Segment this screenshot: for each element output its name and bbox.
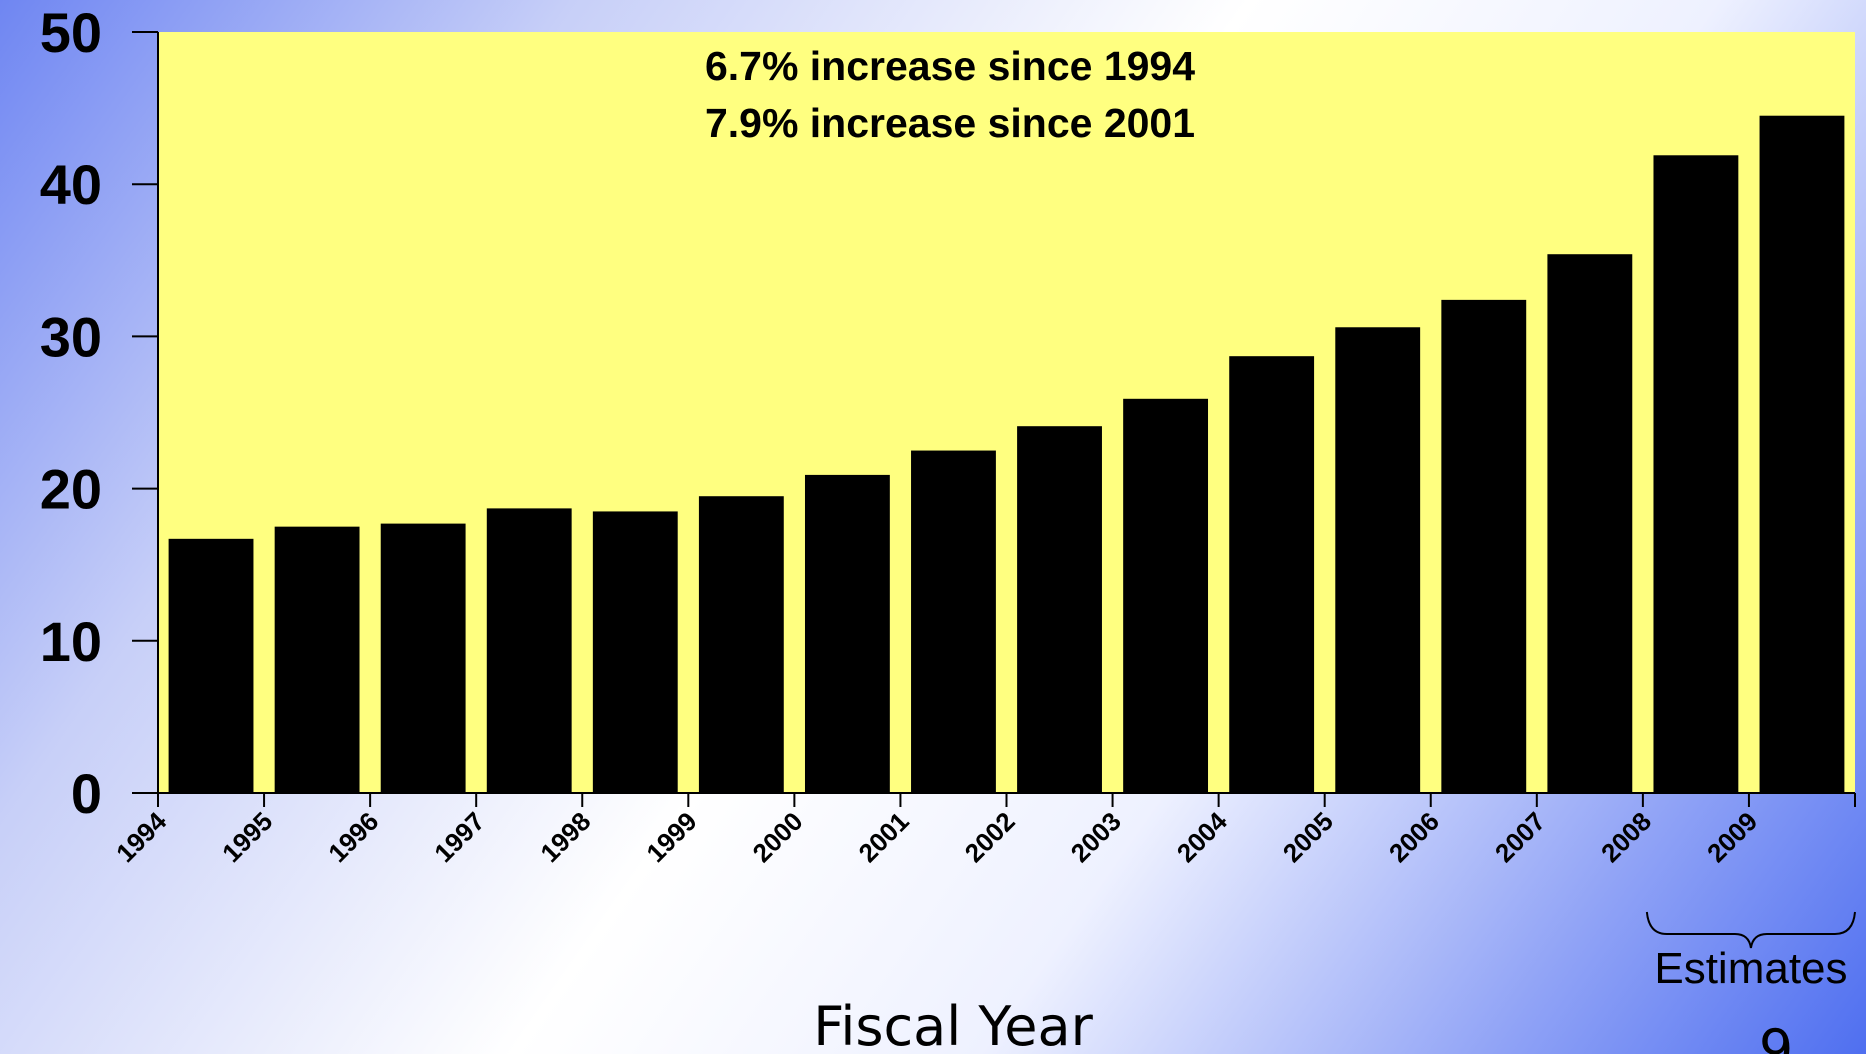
x-tick-label-1996: 1996 [322, 806, 384, 868]
annotation-line-2: 7.9% increase since 2001 [705, 100, 1195, 146]
y-tick-label-40: 40 [40, 153, 102, 216]
bar-1999 [698, 496, 784, 793]
x-axis-label: Fiscal Year [813, 995, 1093, 1054]
y-tick-label-10: 10 [40, 610, 102, 673]
page-number: 9 [1759, 1018, 1793, 1054]
y-tick-label-20: 20 [40, 458, 102, 521]
x-tick-label-1998: 1998 [534, 806, 596, 868]
bar-1995 [274, 526, 360, 793]
x-tick-label-2004: 2004 [1171, 806, 1233, 868]
x-tick-label-1994: 1994 [110, 806, 172, 868]
x-tick-label-2009: 2009 [1701, 806, 1763, 868]
bar-2001 [911, 450, 996, 793]
x-tick-label-1997: 1997 [428, 806, 490, 868]
x-tick-label-1995: 1995 [216, 806, 278, 868]
estimates-brace [1645, 911, 1856, 949]
bar-1997 [486, 508, 572, 793]
y-tick-label-0: 0 [71, 762, 102, 825]
x-tick-label-2005: 2005 [1277, 806, 1339, 868]
bar-2007 [1547, 254, 1633, 793]
x-tick-label-2003: 2003 [1065, 806, 1127, 868]
bar-2008 [1653, 155, 1739, 794]
bar-1996 [380, 523, 466, 793]
bar-2004 [1229, 356, 1315, 793]
x-tick-label-2001: 2001 [853, 806, 915, 868]
bar-2003 [1123, 398, 1209, 793]
bar-2006 [1441, 299, 1527, 793]
annotation-line-1: 6.7% increase since 1994 [705, 43, 1195, 89]
bar-1998 [592, 511, 678, 793]
x-tick-label-2008: 2008 [1595, 806, 1657, 868]
y-tick-label-30: 30 [40, 305, 102, 368]
y-tick-labels: 0 10 20 30 40 50 [40, 1, 102, 825]
axes-group [132, 31, 1856, 807]
x-tick-label-2007: 2007 [1489, 806, 1551, 868]
x-tick-labels: 1994 1995 1996 1997 1998 1999 2000 2001 2002 2003… [110, 806, 1763, 868]
bar-1994 [168, 538, 254, 793]
bar-2005 [1335, 327, 1421, 793]
bars-group [168, 115, 1845, 794]
x-tick-label-2006: 2006 [1383, 806, 1445, 868]
bar-2009 [1759, 115, 1845, 793]
x-tick-label-1999: 1999 [640, 806, 702, 868]
bar-2000 [804, 474, 890, 793]
estimates-label: Estimates [1654, 944, 1847, 993]
y-tick-label-50: 50 [40, 1, 102, 64]
x-tick-label-2002: 2002 [959, 806, 1021, 868]
x-tick-label-2000: 2000 [747, 806, 809, 868]
bar-2002 [1017, 426, 1102, 793]
